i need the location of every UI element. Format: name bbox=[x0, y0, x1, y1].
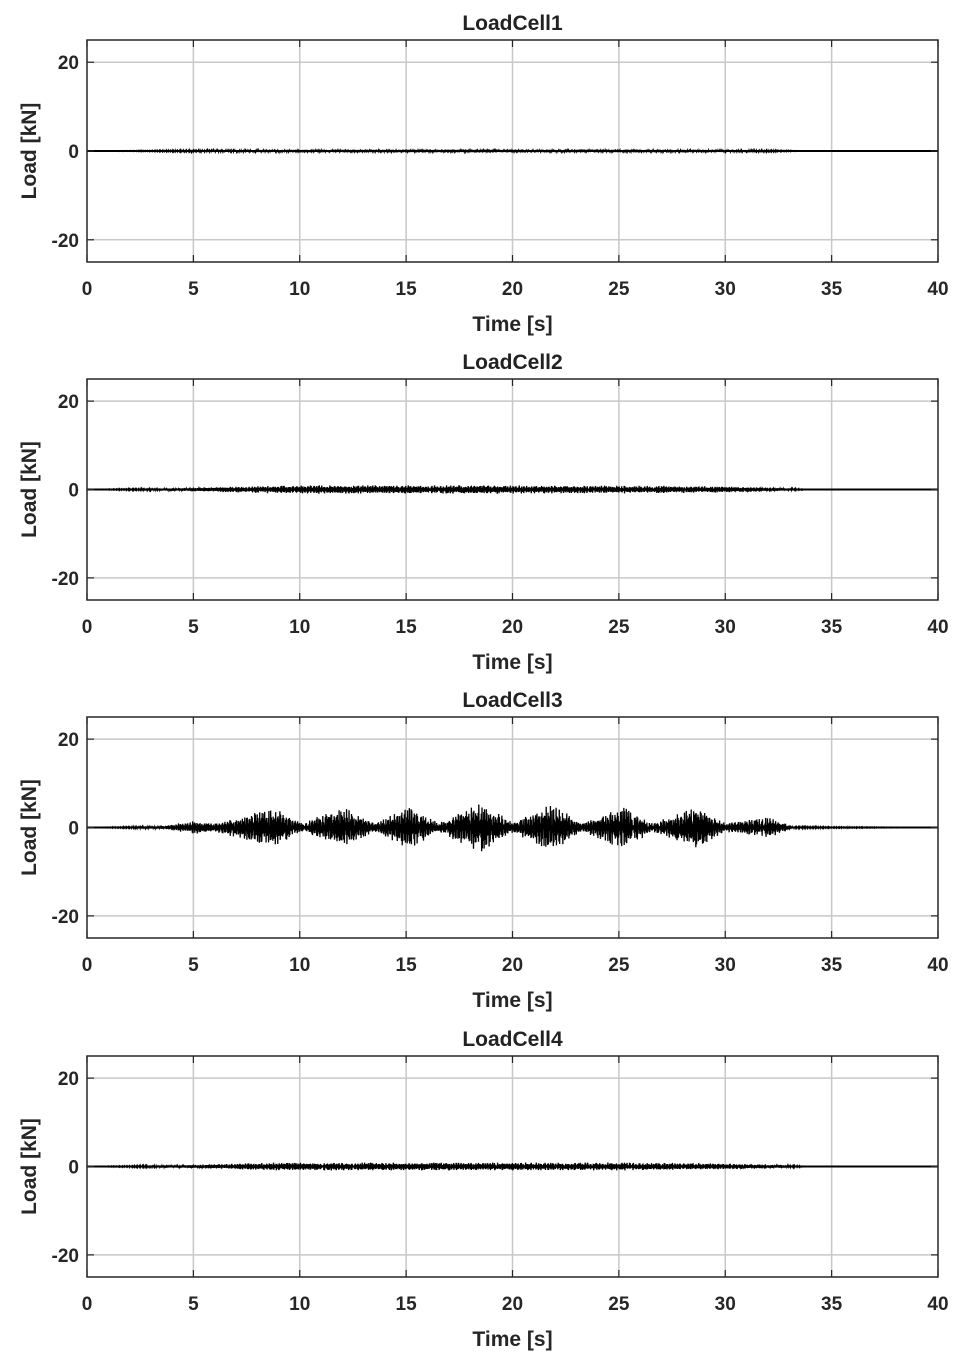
x-tick-label: 10 bbox=[289, 279, 310, 300]
x-tick-label: 40 bbox=[927, 955, 948, 976]
x-tick-label: 20 bbox=[502, 279, 523, 300]
x-tick-label: 10 bbox=[289, 617, 310, 638]
x-tick-label: 40 bbox=[927, 617, 948, 638]
y-tick-label: -20 bbox=[52, 1246, 79, 1267]
y-tick-label: 20 bbox=[58, 392, 79, 413]
x-axis-label: Time [s] bbox=[472, 989, 552, 1012]
x-tick-label: 15 bbox=[396, 955, 418, 976]
x-tick-label: 10 bbox=[289, 955, 310, 976]
y-tick-label: 0 bbox=[68, 142, 79, 163]
x-tick-label: 25 bbox=[608, 617, 630, 638]
x-tick-label: 20 bbox=[502, 955, 523, 976]
x-tick-label: 5 bbox=[188, 279, 199, 300]
chart-panel-3: LoadCell3 0 5 10 15 20 25 30 35 40 20 0 -20 Time [s] L… bbox=[18, 689, 949, 1012]
y-tick-label: 20 bbox=[58, 53, 79, 74]
chart-panel-4: LoadCell4 0 5 10 15 20 25 30 35 40 20 0 -20 Time [s] L… bbox=[18, 1028, 949, 1351]
y-axis-label: Load [kN] bbox=[18, 441, 41, 538]
x-tick-label: 40 bbox=[927, 279, 948, 300]
y-tick-label: 20 bbox=[58, 730, 79, 751]
x-tick-label: 0 bbox=[82, 955, 93, 976]
x-tick-label: 5 bbox=[188, 617, 199, 638]
x-tick-label: 15 bbox=[396, 279, 418, 300]
y-tick-label: 20 bbox=[58, 1069, 79, 1090]
y-tick-label: -20 bbox=[52, 569, 79, 590]
x-tick-label: 15 bbox=[396, 617, 418, 638]
x-tick-label: 0 bbox=[82, 617, 93, 638]
y-axis-label: Load [kN] bbox=[18, 103, 41, 200]
x-tick-label: 35 bbox=[821, 617, 843, 638]
y-axis-label: Load [kN] bbox=[18, 1118, 41, 1215]
x-tick-label: 25 bbox=[608, 1294, 630, 1315]
y-tick-label: 0 bbox=[68, 819, 79, 840]
y-axis-label: Load [kN] bbox=[18, 779, 41, 876]
x-axis-label: Time [s] bbox=[472, 651, 552, 674]
y-tick-label: 0 bbox=[68, 481, 79, 502]
x-tick-label: 15 bbox=[396, 1294, 418, 1315]
x-axis-label: Time [s] bbox=[472, 1328, 552, 1351]
x-tick-label: 40 bbox=[927, 1294, 948, 1315]
x-tick-label: 0 bbox=[82, 279, 93, 300]
x-tick-label: 25 bbox=[608, 279, 630, 300]
chart-title: LoadCell4 bbox=[462, 1028, 563, 1051]
x-tick-label: 35 bbox=[821, 1294, 843, 1315]
chart-panel-2: LoadCell2 0 5 10 15 20 25 30 35 40 20 0 -20 Time [s] L… bbox=[18, 351, 949, 674]
chart-title: LoadCell1 bbox=[462, 12, 563, 35]
chart-title: LoadCell2 bbox=[462, 351, 562, 374]
x-tick-label: 35 bbox=[821, 955, 843, 976]
y-tick-label: 0 bbox=[68, 1158, 79, 1179]
x-tick-label: 5 bbox=[188, 955, 199, 976]
y-tick-label: -20 bbox=[52, 231, 79, 252]
x-tick-label: 30 bbox=[715, 617, 736, 638]
x-tick-label: 35 bbox=[821, 279, 843, 300]
x-tick-label: 30 bbox=[715, 955, 736, 976]
x-tick-label: 0 bbox=[82, 1294, 93, 1315]
chart-panel-1: LoadCell1 0 5 10 15 20 25 30 35 40 20 0 -20 Time [s] L… bbox=[18, 12, 949, 336]
y-tick-label: -20 bbox=[52, 907, 79, 928]
x-tick-label: 5 bbox=[188, 1294, 199, 1315]
x-tick-label: 25 bbox=[608, 955, 630, 976]
x-tick-label: 20 bbox=[502, 1294, 523, 1315]
x-tick-label: 20 bbox=[502, 617, 523, 638]
x-tick-label: 10 bbox=[289, 1294, 310, 1315]
x-tick-label: 30 bbox=[715, 279, 736, 300]
x-axis-label: Time [s] bbox=[472, 313, 552, 336]
x-tick-label: 30 bbox=[715, 1294, 736, 1315]
chart-title: LoadCell3 bbox=[462, 689, 562, 712]
